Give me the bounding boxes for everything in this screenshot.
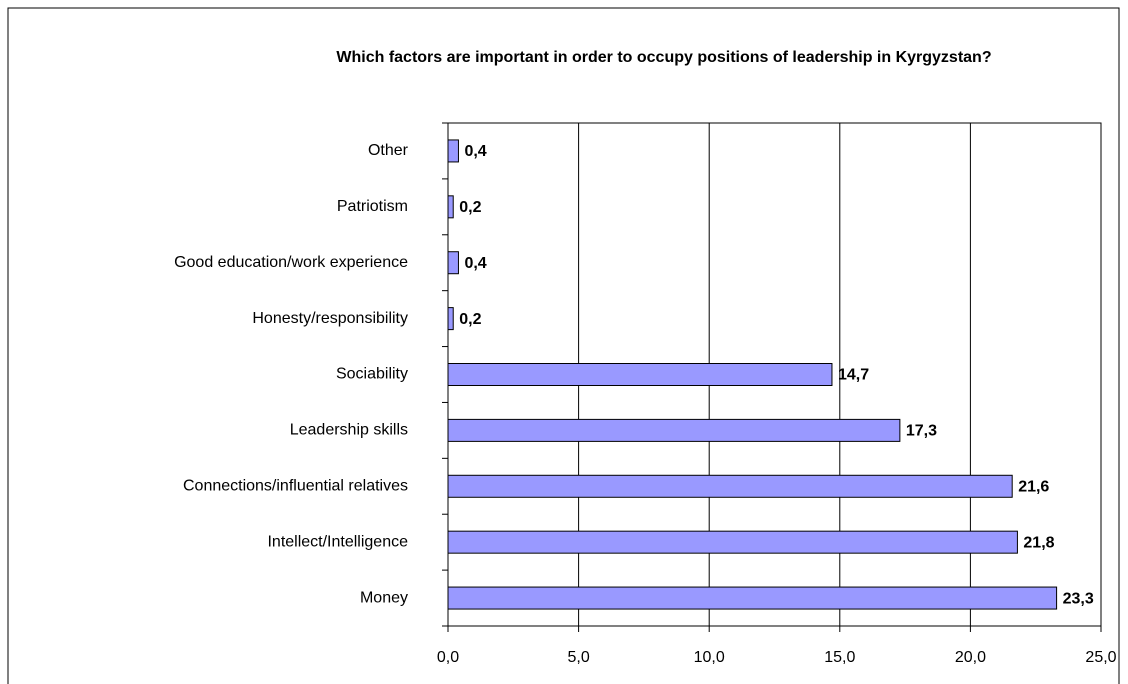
y-tick-label: Sociability [336,366,408,383]
y-tick-label: Connections/influential relatives [183,477,408,494]
y-tick-label: Other [368,142,409,159]
value-label: 0,2 [459,199,481,216]
value-label: 17,3 [906,423,937,440]
chart-frame [7,7,1120,684]
value-label: 0,4 [464,143,486,160]
bar [447,586,1058,610]
x-tick-label: 25,0 [1085,649,1116,666]
bar [447,530,1018,554]
chart-title: Which factors are important in order to … [336,49,991,66]
y-tick-label: Patriotism [337,198,408,215]
x-tick-label: 10,0 [694,649,725,666]
bar [447,474,1013,498]
y-tick-label: Honesty/responsibility [252,310,408,327]
value-label: 0,4 [464,255,486,272]
value-label: 21,6 [1018,478,1049,495]
bar [447,139,459,163]
x-tick-label: 15,0 [824,649,855,666]
value-label: 23,3 [1063,590,1094,607]
y-tick-label: Intellect/Intelligence [267,533,408,550]
y-tick-label: Money [360,589,408,606]
bar [447,307,454,331]
value-label: 21,8 [1023,534,1054,551]
bar [447,195,454,219]
y-tick-label: Good education/work experience [174,254,408,271]
x-tick-label: 5,0 [567,649,589,666]
bar [447,251,459,275]
value-label: 14,7 [838,367,869,384]
value-label: 0,2 [459,311,481,328]
bar [447,363,833,386]
x-tick-label: 0,0 [437,649,459,666]
bar [447,418,901,442]
x-tick-label: 20,0 [955,649,986,666]
y-tick-label: Leadership skills [290,422,408,439]
